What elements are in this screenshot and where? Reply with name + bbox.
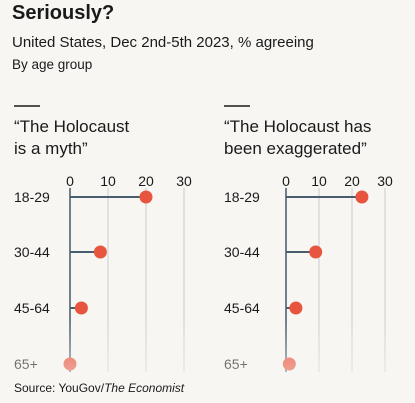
source: Source: YouGov/The Economist <box>14 381 185 395</box>
dot <box>139 190 153 204</box>
y-tick-label: 18-29 <box>224 189 260 205</box>
panel-title: been exaggerated” <box>224 139 367 158</box>
x-tick-label: 10 <box>100 173 116 189</box>
source-italic: The Economist <box>104 381 185 395</box>
x-tick-label: 0 <box>282 173 290 189</box>
note: By age group <box>12 57 92 72</box>
x-tick-label: 30 <box>377 173 393 189</box>
panel-title: “The Holocaust has <box>224 117 371 136</box>
y-tick-label: 45-64 <box>224 300 260 316</box>
dot <box>355 190 369 204</box>
x-tick-label: 0 <box>66 173 74 189</box>
x-tick-label: 20 <box>138 173 154 189</box>
x-tick-label: 30 <box>176 173 192 189</box>
y-tick-label: 30-44 <box>14 244 50 260</box>
title: Seriously? <box>12 2 114 24</box>
y-tick-label: 45-64 <box>14 300 50 316</box>
fade <box>0 320 415 403</box>
dot <box>309 245 323 259</box>
dot <box>93 245 107 259</box>
panel-title: “The Holocaust <box>14 117 130 136</box>
dot <box>74 301 88 315</box>
dot <box>289 301 303 315</box>
subtitle: United States, Dec 2nd-5th 2023, % agree… <box>12 34 314 51</box>
x-tick-label: 10 <box>311 173 327 189</box>
panel-title: is a myth” <box>14 139 88 158</box>
y-tick-label: 30-44 <box>224 244 260 260</box>
x-tick-label: 20 <box>344 173 360 189</box>
y-tick-label: 18-29 <box>14 189 50 205</box>
source-text: Source: YouGov/ <box>14 381 105 395</box>
